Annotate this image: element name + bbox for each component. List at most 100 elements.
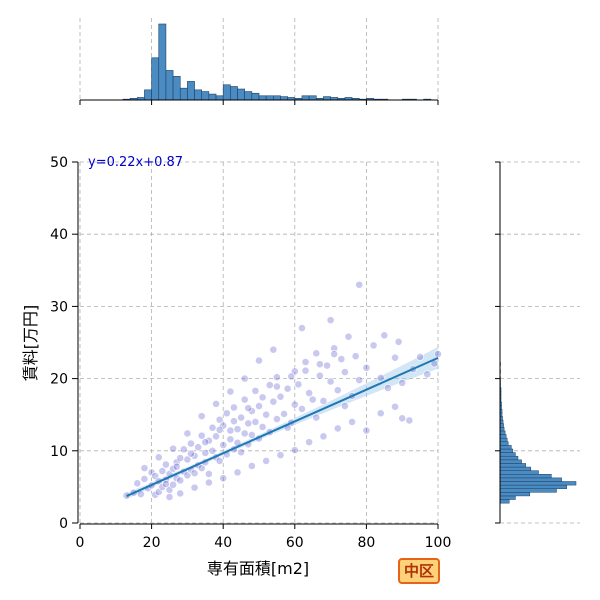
top-hist-bar — [151, 57, 160, 101]
scatter-point — [187, 439, 195, 448]
scatter-point — [172, 462, 181, 471]
scatter-point — [240, 374, 249, 383]
scatter-point — [154, 453, 163, 462]
scatter-point — [215, 425, 224, 434]
scatter-point — [348, 418, 356, 426]
right-hist-bar — [499, 470, 539, 475]
top-hist-bar — [201, 91, 210, 101]
scatter-point — [280, 410, 288, 418]
scatter-point — [176, 454, 185, 462]
scatter-point — [312, 349, 321, 358]
scatter-point — [333, 424, 342, 433]
right-hist-bar — [499, 448, 514, 453]
scatter-point — [319, 432, 328, 441]
scatter-point — [341, 368, 349, 377]
top-hist-bar — [194, 89, 203, 101]
scatter-point — [391, 402, 399, 411]
top-hist-bar — [144, 89, 152, 101]
scatter-point — [265, 381, 274, 389]
top-hist-bar — [165, 70, 174, 101]
top-hist-bar — [172, 76, 181, 101]
scatter-point — [219, 474, 228, 483]
scatter-point — [298, 405, 306, 413]
top-hist-bar — [244, 91, 253, 101]
scatter-point — [333, 386, 342, 395]
x-tick-label: 0 — [76, 535, 85, 551]
scatter-point — [176, 476, 185, 485]
x-tick-label: 60 — [286, 535, 304, 551]
right-hist-bar — [499, 499, 510, 504]
scatter-point — [140, 464, 149, 473]
scatter-point — [219, 441, 228, 449]
right-hist-bar — [499, 437, 508, 443]
scatter-point — [272, 373, 281, 382]
top-hist-bar — [251, 92, 260, 101]
scatter-point — [298, 324, 306, 332]
x-tick-label: 100 — [425, 535, 452, 551]
scatter-point — [204, 478, 213, 487]
scatter-point — [276, 451, 285, 460]
scatter-point — [251, 386, 260, 395]
scatter-point — [197, 412, 206, 421]
scatter-point — [226, 435, 235, 444]
scatter-point — [269, 397, 278, 406]
scatter-point — [226, 426, 235, 435]
scatter-point — [319, 397, 328, 405]
scatter-point — [416, 353, 424, 361]
scatter-point — [237, 413, 245, 422]
scatter-point — [355, 280, 364, 289]
y-axis-label: 賃料[万円] — [21, 305, 40, 382]
right-hist-bar — [499, 481, 577, 486]
top-hist-bar — [222, 84, 231, 101]
scatter-point — [326, 316, 335, 325]
scatter-point — [244, 419, 253, 428]
top-hist-bar — [301, 95, 310, 101]
y-tick-label: 50 — [50, 155, 68, 171]
scatter-point — [179, 445, 188, 454]
scatter-point — [287, 372, 296, 381]
scatter-point — [187, 449, 195, 458]
scatter-point — [330, 344, 339, 353]
scatter-point — [237, 448, 245, 457]
x-tick-label: 20 — [143, 535, 161, 551]
scatter-point — [269, 345, 278, 354]
right-hist-bar — [499, 463, 526, 468]
scatter-point — [215, 415, 224, 424]
scatter-point — [308, 395, 317, 404]
scatter-point — [294, 380, 303, 389]
scatter-point — [258, 393, 267, 402]
top-histogram — [79, 18, 439, 105]
y-tick-label: 0 — [59, 516, 68, 532]
scatter-point — [290, 446, 299, 454]
scatter-point — [394, 337, 403, 346]
right-hist-bar — [499, 477, 562, 482]
scatter-point — [305, 389, 314, 397]
scatter-point — [383, 384, 392, 392]
right-hist-bar — [499, 484, 568, 489]
scatter-point — [434, 350, 442, 358]
scatter-point — [323, 361, 331, 370]
scatter-point — [197, 431, 206, 440]
scatter-point — [258, 423, 267, 431]
scatter-point — [230, 403, 238, 412]
scatter-point — [208, 446, 217, 455]
x-axis-label: 専有面積[m2] — [207, 559, 309, 578]
scatter-point — [362, 426, 371, 435]
top-hist-bar — [215, 95, 224, 101]
scatter-point — [255, 356, 263, 365]
scatter-point — [255, 402, 263, 410]
scatter-point — [351, 352, 360, 361]
scatter-point — [176, 489, 185, 498]
x-tick-label: 80 — [357, 535, 375, 551]
right-hist-bar — [499, 492, 531, 497]
scatter-point — [240, 429, 249, 438]
y-tick-label: 40 — [50, 227, 68, 243]
top-hist-bar — [323, 96, 331, 101]
scatter-point — [190, 469, 199, 478]
y-tick-label: 20 — [50, 372, 68, 388]
scatter-point — [201, 438, 210, 447]
scatter-point — [197, 464, 206, 473]
top-hist-bar — [258, 95, 267, 101]
scatter-point — [244, 404, 253, 413]
